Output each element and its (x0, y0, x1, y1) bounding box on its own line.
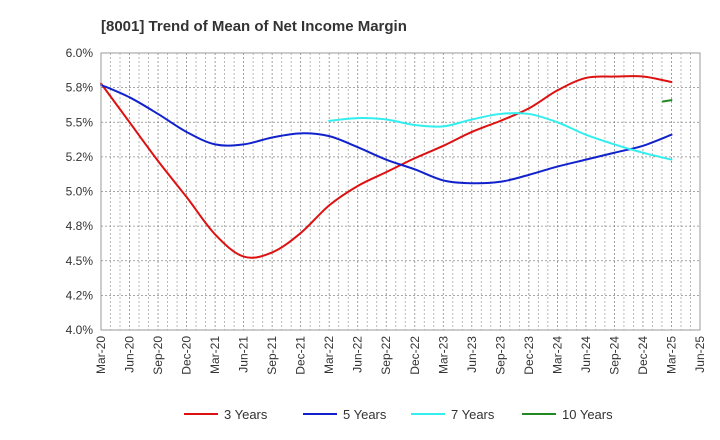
plot-frame (100, 52, 701, 331)
x-tick-label: Sep-23 (493, 336, 507, 375)
legend-label-7-years: 7 Years (451, 407, 495, 422)
y-tick-label: 5.2% (66, 150, 94, 164)
legend-label-3-years: 3 Years (224, 407, 268, 422)
x-tick-label: Sep-22 (379, 336, 393, 375)
x-tick-label: Sep-24 (607, 336, 621, 375)
y-tick-label: 5.5% (66, 115, 94, 129)
legend: 3 Years 5 Years 7 Years 10 Years (184, 407, 613, 422)
x-tick-label: Jun-21 (237, 336, 251, 373)
chart-title: [8001] Trend of Mean of Net Income Margi… (101, 18, 407, 35)
x-axis-ticks: Mar-20 Jun-20 Sep-20 Dec-20 Mar-21 Jun-21 Sep-… (94, 336, 707, 375)
y-tick-label: 4.2% (66, 288, 94, 302)
x-tick-label: Mar-25 (664, 336, 678, 374)
x-tick-label: Mar-21 (208, 336, 222, 374)
series-line-3-years (100, 75, 673, 259)
grid (101, 53, 700, 330)
legend-label-10-years: 10 Years (562, 407, 613, 422)
x-tick-label: Dec-20 (180, 336, 194, 375)
x-tick-label: Jun-25 (693, 336, 707, 373)
x-tick-label: Mar-20 (94, 336, 108, 374)
x-tick-label: Mar-24 (550, 336, 564, 374)
x-tick-label: Mar-22 (322, 336, 336, 374)
series-line-5-years (100, 83, 673, 185)
y-tick-label: 5.0% (66, 185, 94, 199)
x-tick-label: Sep-21 (265, 336, 279, 375)
x-tick-label: Sep-20 (151, 336, 165, 375)
x-tick-label: Dec-21 (294, 336, 308, 375)
legend-label-5-years: 5 Years (343, 407, 387, 422)
y-tick-label: 5.8% (66, 81, 94, 95)
y-tick-label: 4.0% (66, 323, 94, 337)
x-tick-label: Dec-24 (636, 336, 650, 375)
x-tick-label: Jun-20 (123, 336, 137, 373)
y-tick-label: 6.0% (66, 46, 94, 60)
x-tick-label: Jun-24 (579, 336, 593, 373)
x-tick-label: Jun-23 (465, 336, 479, 373)
series-lines (100, 75, 673, 259)
y-tick-label: 4.5% (66, 254, 94, 268)
series-line-7-years (328, 112, 673, 161)
y-axis-ticks: 4.0% 4.2% 4.5% 4.8% 5.0% 5.2% 5.5% 5.8% 6.0% (66, 46, 94, 337)
x-tick-label: Dec-22 (408, 336, 422, 375)
x-tick-label: Mar-23 (436, 336, 450, 374)
x-tick-label: Jun-22 (351, 336, 365, 373)
series-line-10-years (661, 99, 673, 103)
y-tick-label: 4.8% (66, 219, 94, 233)
x-tick-label: Dec-23 (522, 336, 536, 375)
